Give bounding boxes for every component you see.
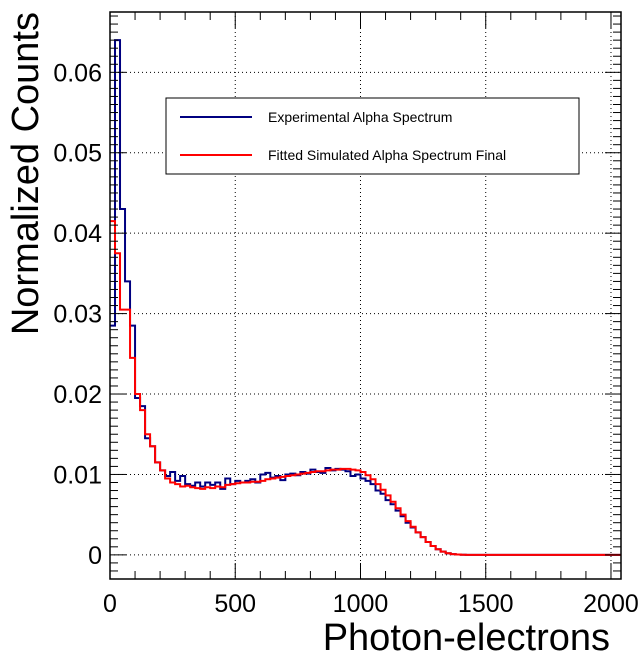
y-tick-label: 0 [88, 542, 102, 570]
y-tick-label: 0.03 [53, 301, 102, 329]
tick-labels: 0 500 1000 1500 2000 0 0.01 0.02 0.03 0.04 0.05 0.0… [53, 59, 638, 618]
grid [109, 12, 621, 579]
x-tick-label: 0 [103, 590, 117, 618]
legend-label-experimental: Experimental Alpha Spectrum [268, 109, 452, 125]
y-tick-label: 0.06 [53, 59, 102, 87]
series-simulated-line [110, 220, 621, 556]
axis-ticks [109, 12, 621, 579]
legend: Experimental Alpha Spectrum Fitted Simul… [165, 97, 580, 175]
x-tick-label: 1500 [458, 590, 514, 618]
legend-box [165, 97, 580, 175]
x-tick-label: 500 [214, 590, 256, 618]
plot-frame [109, 11, 622, 580]
legend-label-simulated: Fitted Simulated Alpha Spectrum Final [268, 147, 506, 163]
y-axis-title: Normalized Counts [5, 12, 47, 335]
y-tick-label: 0.05 [53, 140, 102, 168]
x-tick-label: 2000 [583, 590, 639, 618]
x-axis-title: Photon-electrons [323, 617, 610, 651]
y-tick-label: 0.02 [53, 381, 102, 409]
y-tick-label: 0.04 [53, 220, 102, 248]
y-tick-label: 0.01 [53, 461, 102, 489]
series-layer [110, 39, 621, 556]
x-tick-label: 1000 [333, 590, 389, 618]
